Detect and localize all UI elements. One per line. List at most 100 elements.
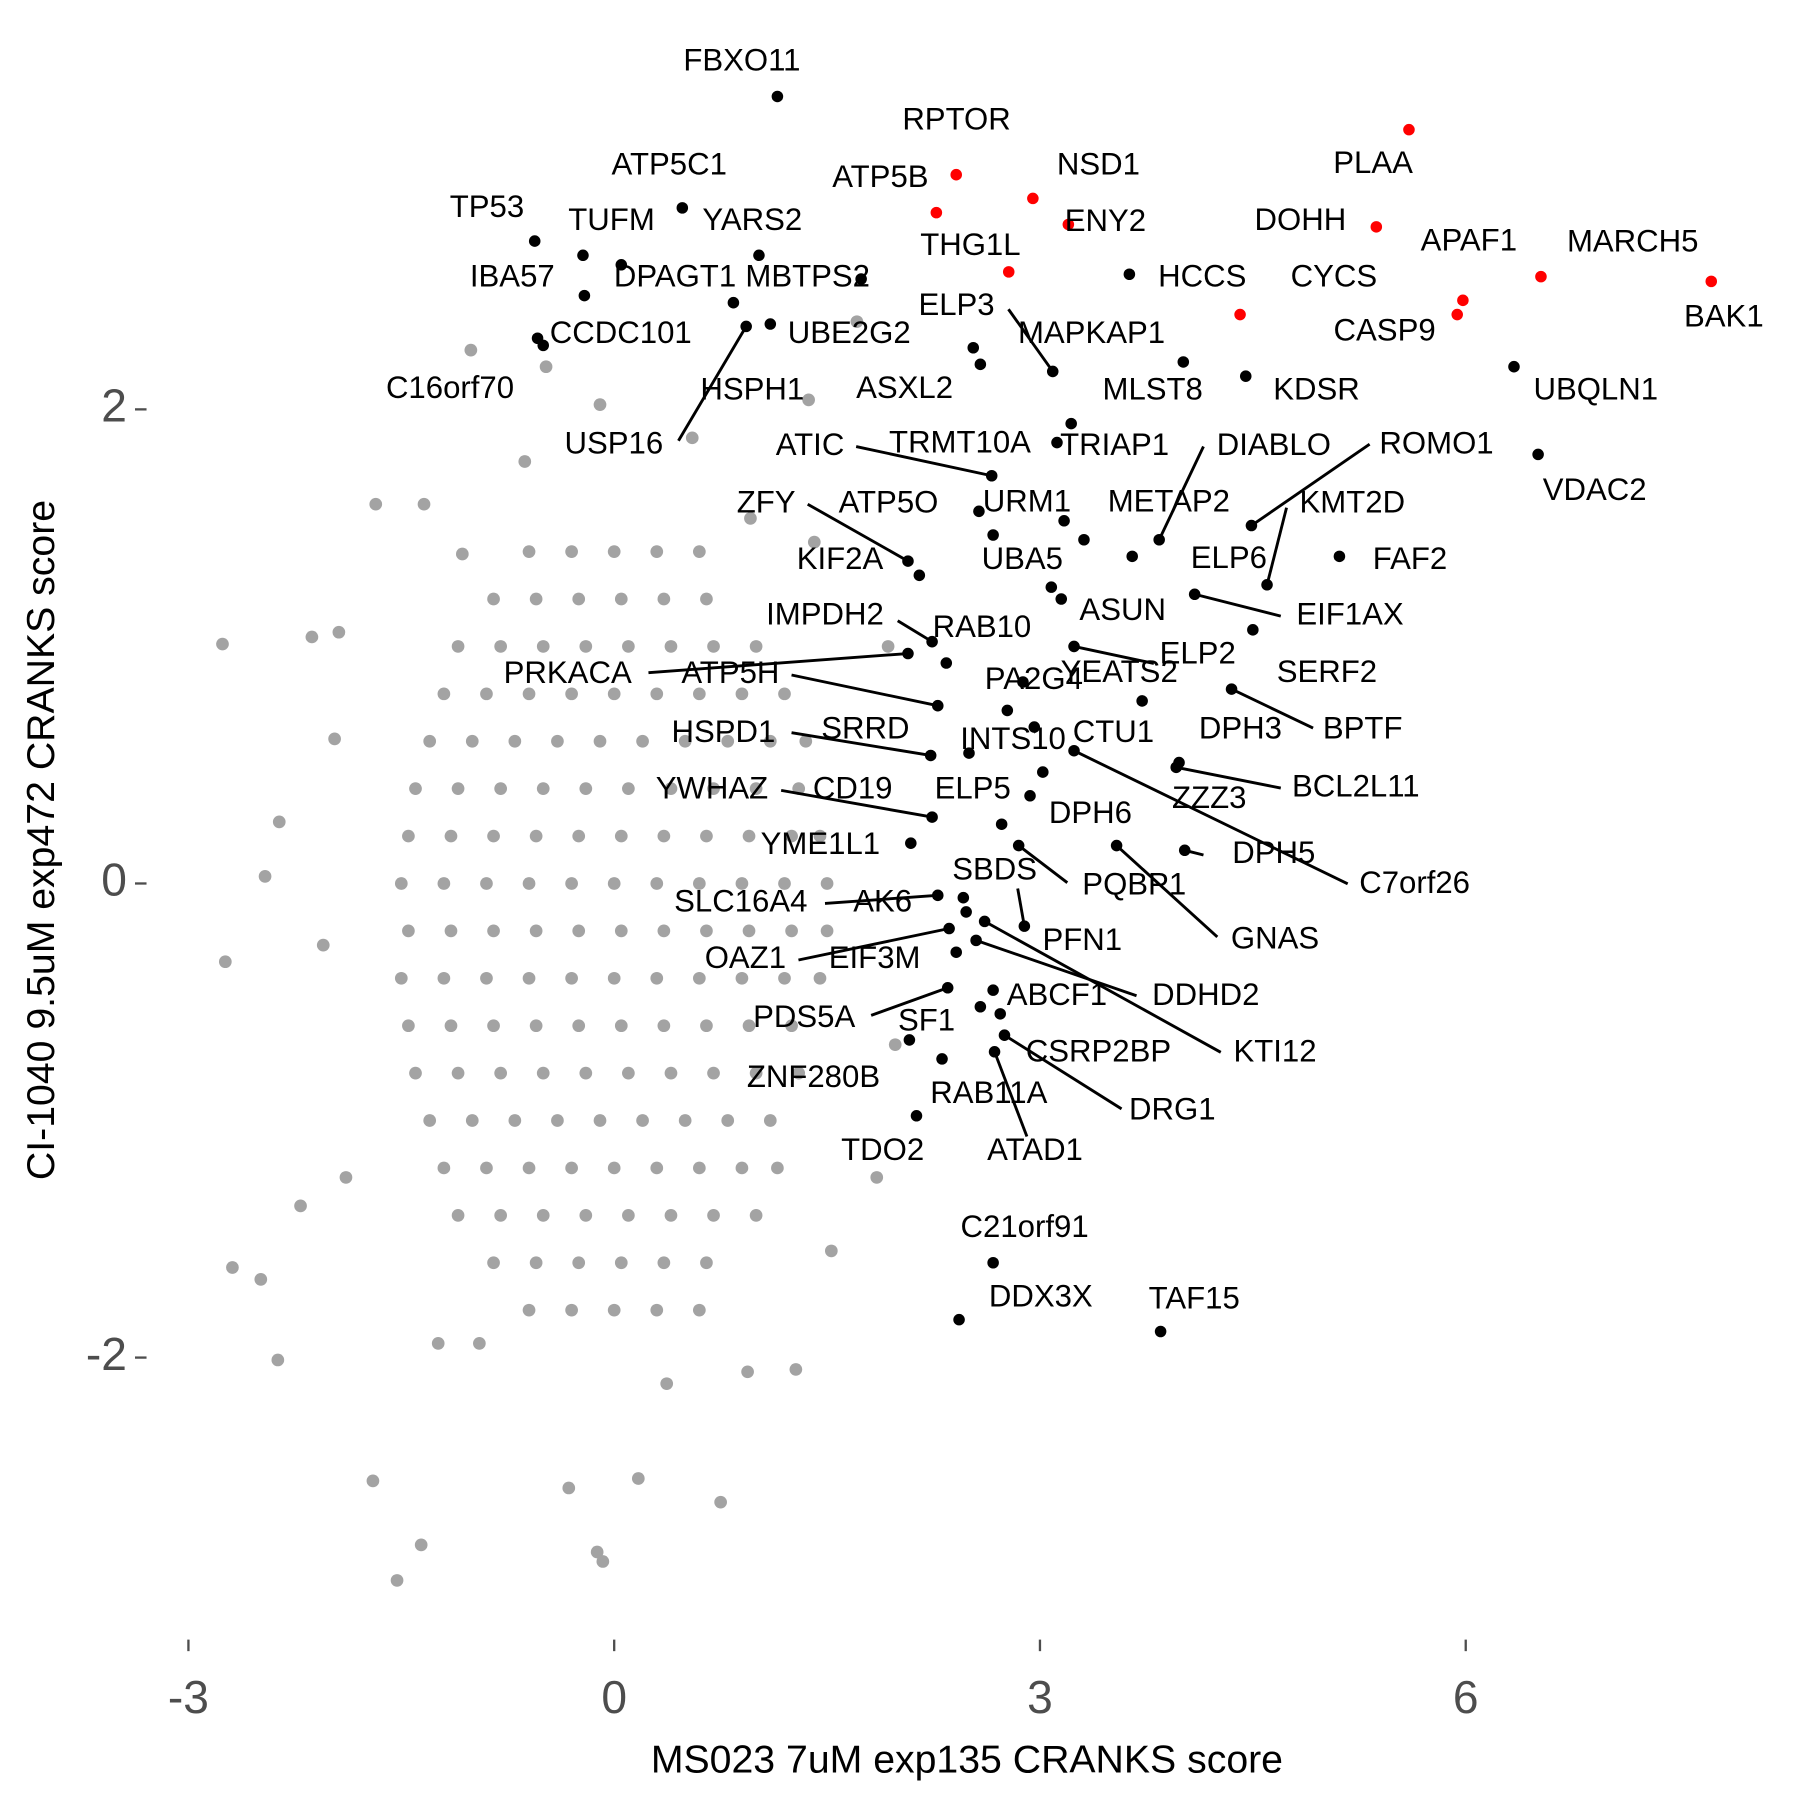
point <box>1001 704 1014 717</box>
point <box>332 625 346 639</box>
point <box>932 699 944 712</box>
point <box>749 782 763 796</box>
point-label: YWHAZ <box>656 771 768 806</box>
point <box>444 829 458 843</box>
y-axis-title: CI-1040 9.5uM exp472 CRANKS score <box>19 500 63 1180</box>
point <box>753 249 765 262</box>
point-label: FBXO11 <box>683 43 800 78</box>
point <box>607 687 621 701</box>
point <box>536 782 550 796</box>
point <box>536 1209 550 1222</box>
point <box>778 687 791 701</box>
point <box>973 505 985 518</box>
x-tick-label: 6 <box>1453 1671 1479 1723</box>
point-label: ZNF280B <box>747 1059 880 1094</box>
point <box>522 1161 536 1175</box>
point <box>1110 839 1123 852</box>
point <box>622 782 635 796</box>
point <box>963 747 975 759</box>
point <box>1126 550 1138 563</box>
point <box>529 1256 543 1270</box>
point <box>657 924 671 938</box>
point <box>529 1019 543 1033</box>
point <box>700 1256 713 1270</box>
point <box>950 168 962 181</box>
point <box>820 924 834 938</box>
point <box>802 393 815 407</box>
point-label: ZZZ3 <box>1172 780 1246 815</box>
point-label: USP16 <box>565 426 664 461</box>
point-label: UBE2G2 <box>788 315 911 350</box>
point <box>607 971 621 985</box>
point <box>693 687 706 701</box>
point-label: SBDS <box>952 851 1037 886</box>
point <box>764 318 777 330</box>
point-label: ELP2 <box>1160 636 1236 671</box>
point <box>957 891 970 904</box>
point <box>539 360 553 374</box>
point <box>749 640 763 653</box>
point <box>707 782 720 796</box>
point-label: YEATS2 <box>1061 654 1178 689</box>
point <box>685 431 699 445</box>
leader-line <box>1250 443 1371 527</box>
point-label: NSD1 <box>1057 146 1140 181</box>
point <box>967 341 980 354</box>
point-label: TRIAP1 <box>1060 427 1169 462</box>
point <box>487 1019 500 1033</box>
point <box>700 1019 713 1033</box>
point-label: AK6 <box>853 884 912 919</box>
point <box>1535 270 1547 283</box>
point <box>494 782 507 796</box>
point <box>987 529 999 541</box>
point <box>615 258 628 271</box>
point <box>1065 417 1077 430</box>
point <box>742 924 756 938</box>
point-label: C7orf26 <box>1359 865 1470 900</box>
point <box>1045 581 1058 593</box>
point <box>423 734 437 748</box>
point <box>1028 721 1041 733</box>
point-label: FAF2 <box>1373 541 1447 576</box>
point <box>943 922 955 935</box>
point <box>444 924 458 938</box>
leader-line <box>798 927 950 962</box>
point <box>902 647 914 660</box>
point <box>1457 294 1469 307</box>
point <box>950 946 962 958</box>
point-label: MAPKAP1 <box>1018 315 1165 350</box>
point <box>700 924 713 938</box>
leader-line <box>677 325 748 442</box>
point <box>763 734 777 748</box>
point <box>487 829 500 843</box>
point <box>994 1008 1006 1020</box>
point <box>465 1114 479 1127</box>
point-label: DPAGT1 <box>614 258 736 293</box>
point <box>664 1209 678 1222</box>
point-label: ATAD1 <box>987 1132 1083 1167</box>
point <box>451 782 465 796</box>
point <box>741 1365 754 1379</box>
point <box>998 1029 1011 1041</box>
point <box>988 1046 1001 1058</box>
point-label: KMT2D <box>1300 484 1406 519</box>
point <box>614 1019 628 1033</box>
point <box>742 1019 756 1033</box>
point-label: DPH3 <box>1199 711 1282 746</box>
point <box>578 289 591 302</box>
point-label: EIF3M <box>829 940 921 975</box>
point-label: BCL2L11 <box>1292 768 1420 803</box>
point <box>657 829 671 843</box>
point <box>676 202 689 214</box>
point <box>536 640 550 653</box>
point-label: CASP9 <box>1334 313 1436 348</box>
leader-line <box>1157 445 1205 541</box>
point <box>650 1161 664 1175</box>
leader-line <box>1003 1033 1123 1111</box>
leader-line <box>1016 888 1026 927</box>
point <box>636 734 649 748</box>
point-label: CYCS <box>1291 258 1378 293</box>
point <box>650 971 664 985</box>
leader-line <box>1073 645 1155 665</box>
